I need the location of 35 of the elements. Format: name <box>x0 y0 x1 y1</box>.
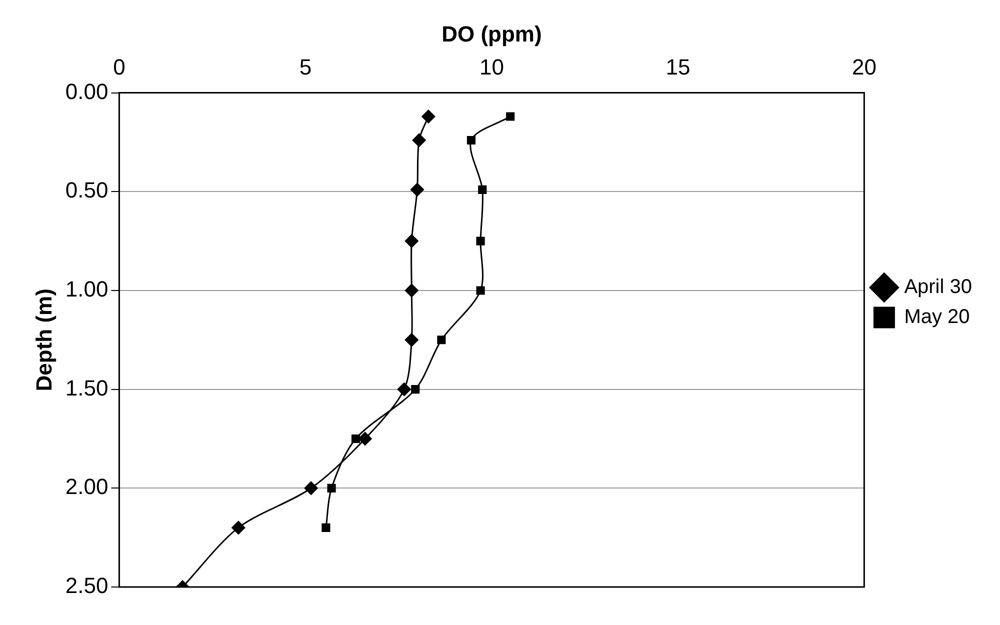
point <box>322 523 330 532</box>
point <box>412 133 426 147</box>
x-tick-label: 20 <box>852 54 876 80</box>
x-tick-label: 0 <box>113 54 126 80</box>
x-tick-label: 15 <box>666 54 690 80</box>
legend-label: April 30 <box>904 276 972 298</box>
point <box>397 382 411 396</box>
legend-label: May 20 <box>904 306 970 328</box>
point <box>411 385 420 394</box>
x-tick-label: 10 <box>479 54 504 80</box>
y-tick-label: 0.50 <box>65 178 108 203</box>
y-tick-label: 0.00 <box>65 78 108 104</box>
point <box>478 185 487 194</box>
point <box>410 182 424 196</box>
point <box>422 110 436 124</box>
x-axis-title: DO (ppm) <box>442 21 542 46</box>
point <box>476 236 485 246</box>
point <box>404 284 418 298</box>
point <box>304 481 318 495</box>
y-axis-title: Depth (m) <box>31 288 56 392</box>
point <box>351 434 360 444</box>
point <box>404 234 418 248</box>
x-tick-label: 5 <box>299 54 312 80</box>
y-tick-label: 1.50 <box>65 375 108 400</box>
y-tick-label: 1.00 <box>65 276 108 302</box>
point <box>232 520 246 534</box>
y-tick-label: 2.00 <box>65 474 108 500</box>
point <box>466 136 476 145</box>
point <box>437 336 446 344</box>
point <box>476 286 485 295</box>
point <box>404 333 418 347</box>
point <box>506 112 515 121</box>
point <box>358 432 372 446</box>
point <box>327 484 336 492</box>
y-tick-label: 2.50 <box>65 573 108 598</box>
